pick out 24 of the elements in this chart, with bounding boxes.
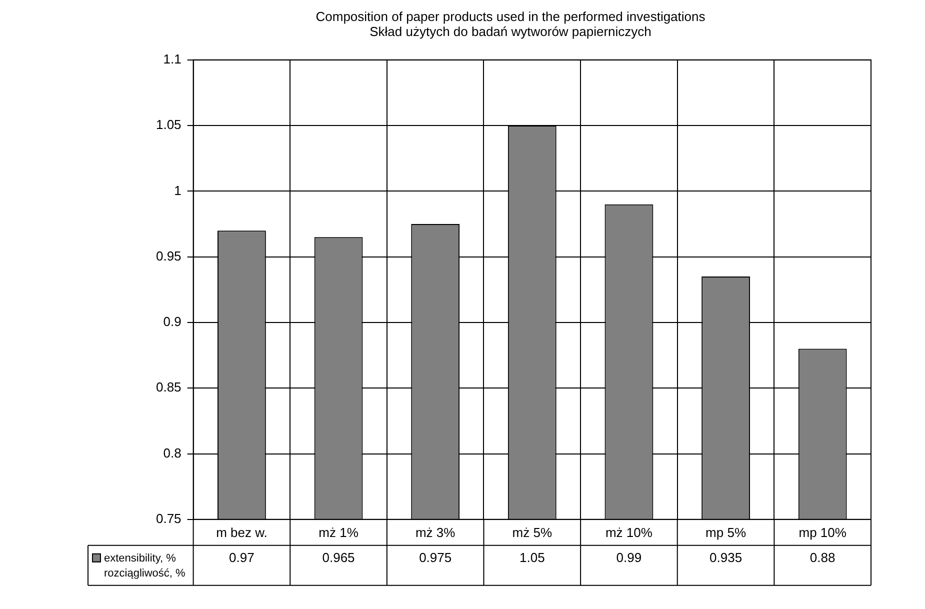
x-tick-label: mż 5%: [512, 524, 552, 540]
y-tick-label: 0.9: [163, 314, 182, 330]
y-tick-label: 1: [174, 182, 182, 198]
data-label: 0.99: [616, 550, 642, 565]
y-tick-label: 0.85: [156, 380, 182, 395]
y-tick-label: 0.95: [156, 248, 182, 264]
legend-label: extensibility, % rozciągliwość, %: [104, 552, 186, 580]
data-label: 0.935: [710, 550, 742, 565]
x-tick-label: mp 10%: [798, 524, 847, 540]
y-tick-label: 1.1: [163, 51, 182, 66]
chart-title: Composition of paper products used in the performed investigations Skład użytych do badań wytworów papierniczych: [316, 9, 706, 40]
data-label: 0.97: [229, 550, 254, 565]
x-tick-label: mż 10%: [605, 524, 653, 540]
data-label: 1.05: [519, 550, 545, 565]
x-tick-label: mż 1%: [318, 524, 359, 540]
y-tick-label: 1.05: [156, 117, 182, 132]
x-tick-label: mp 5%: [706, 524, 746, 540]
data-label: 0.965: [322, 550, 355, 565]
y-tick-label: 0.8: [163, 445, 182, 460]
y-tick-label: 0.75: [156, 510, 182, 526]
x-tick-label: m bez w.: [216, 524, 268, 540]
data-label: 0.975: [419, 550, 452, 565]
x-tick-label: mż 3%: [415, 524, 456, 540]
data-label: 0.88: [810, 550, 836, 565]
